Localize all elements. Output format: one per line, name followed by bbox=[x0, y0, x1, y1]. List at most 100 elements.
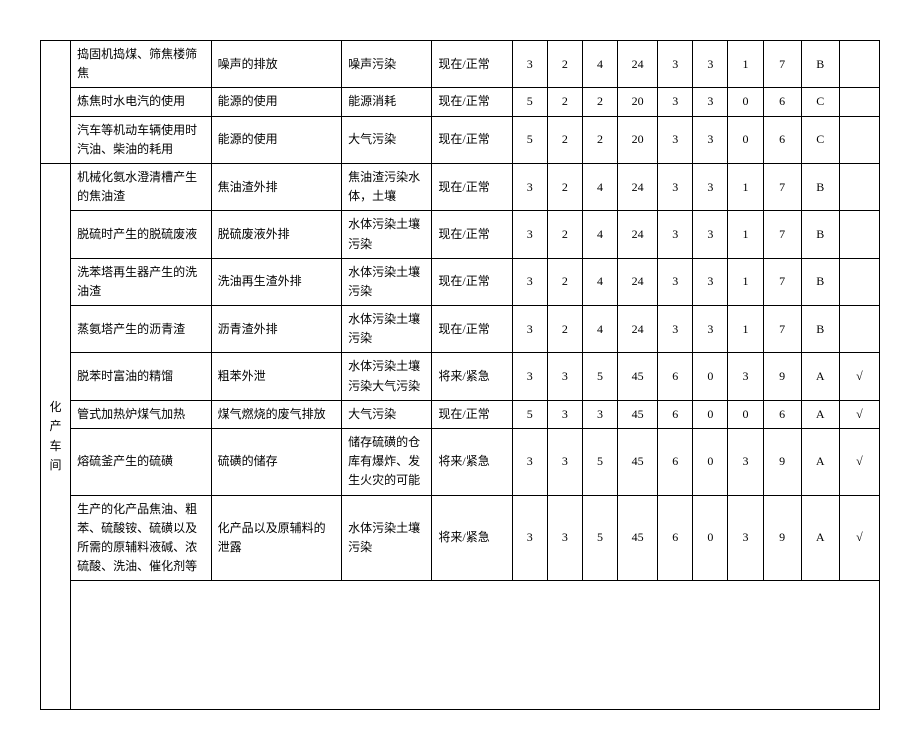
cell-value: 4 bbox=[582, 163, 617, 210]
cell-value: √ bbox=[839, 353, 879, 400]
cell-text: 现在/正常 bbox=[432, 88, 512, 116]
cell-value: 1 bbox=[728, 306, 763, 353]
cell-text: 脱苯时富油的精馏 bbox=[71, 353, 212, 400]
cell-text: 煤气燃烧的废气排放 bbox=[211, 400, 341, 428]
cell-value: 3 bbox=[693, 306, 728, 353]
cell-text: 现在/正常 bbox=[432, 400, 512, 428]
cell-value: 1 bbox=[728, 211, 763, 258]
cell-value: A bbox=[801, 495, 839, 581]
cell-value: 24 bbox=[618, 258, 658, 305]
cell-value: B bbox=[801, 258, 839, 305]
cell-value: 9 bbox=[763, 495, 801, 581]
cell-value: 3 bbox=[547, 353, 582, 400]
cell-value: 24 bbox=[618, 163, 658, 210]
cell-value: A bbox=[801, 400, 839, 428]
cell-value: 6 bbox=[658, 495, 693, 581]
cell-value: 3 bbox=[693, 163, 728, 210]
table-row: 炼焦时水电汽的使用能源的使用能源消耗现在/正常522203306C bbox=[41, 88, 880, 116]
table-row: 脱苯时富油的精馏粗苯外泄水体污染土壤污染大气污染将来/紧急335456039A√ bbox=[41, 353, 880, 400]
blank-row bbox=[41, 581, 880, 710]
cell-value: 3 bbox=[512, 258, 547, 305]
table-row: 化产车间机械化氨水澄清槽产生的焦油渣焦油渣外排焦油渣污染水体，土壤现在/正常32… bbox=[41, 163, 880, 210]
cell-text: 熔硫釜产生的硫磺 bbox=[71, 429, 212, 496]
cell-value: 6 bbox=[763, 400, 801, 428]
cell-text: 水体污染土壤污染 bbox=[342, 306, 432, 353]
cell-value: 1 bbox=[728, 163, 763, 210]
assessment-table: 捣固机捣煤、筛焦楼筛焦噪声的排放噪声污染现在/正常324243317B炼焦时水电… bbox=[40, 40, 880, 710]
cell-value: 3 bbox=[512, 163, 547, 210]
cell-value: 0 bbox=[693, 400, 728, 428]
cell-value: 7 bbox=[763, 258, 801, 305]
cell-value: 2 bbox=[547, 41, 582, 88]
cell-text: 洗油再生渣外排 bbox=[211, 258, 341, 305]
cell-value bbox=[839, 258, 879, 305]
cell-text: 粗苯外泄 bbox=[211, 353, 341, 400]
cell-value: 3 bbox=[512, 429, 547, 496]
cell-text: 储存硫磺的仓库有爆炸、发生火灾的可能 bbox=[342, 429, 432, 496]
cell-value: B bbox=[801, 211, 839, 258]
cell-text: 将来/紧急 bbox=[432, 353, 512, 400]
cell-text: 脱硫时产生的脱硫废液 bbox=[71, 211, 212, 258]
cell-value: 3 bbox=[658, 88, 693, 116]
cell-text: 能源的使用 bbox=[211, 88, 341, 116]
table-row: 洗苯塔再生器产生的洗油渣洗油再生渣外排水体污染土壤污染现在/正常32424331… bbox=[41, 258, 880, 305]
cell-value: 3 bbox=[693, 41, 728, 88]
cell-value: 3 bbox=[693, 88, 728, 116]
cell-value: 0 bbox=[693, 429, 728, 496]
cell-value: 7 bbox=[763, 41, 801, 88]
cell-value: 3 bbox=[547, 495, 582, 581]
cell-text: 脱硫废液外排 bbox=[211, 211, 341, 258]
cell-value: C bbox=[801, 116, 839, 163]
cell-text: 管式加热炉煤气加热 bbox=[71, 400, 212, 428]
cell-value: C bbox=[801, 88, 839, 116]
cell-text: 能源的使用 bbox=[211, 116, 341, 163]
cell-value: 0 bbox=[693, 353, 728, 400]
table-row: 蒸氨塔产生的沥青渣沥青渣外排水体污染土壤污染现在/正常324243317B bbox=[41, 306, 880, 353]
cell-text: 现在/正常 bbox=[432, 306, 512, 353]
group-label: 化产车间 bbox=[41, 163, 71, 709]
cell-text: 水体污染土壤污染大气污染 bbox=[342, 353, 432, 400]
cell-value: 24 bbox=[618, 306, 658, 353]
cell-text: 汽车等机动车辆使用时汽油、柴油的耗用 bbox=[71, 116, 212, 163]
cell-value: 3 bbox=[658, 116, 693, 163]
cell-value: 1 bbox=[728, 41, 763, 88]
cell-value bbox=[839, 116, 879, 163]
cell-value: 6 bbox=[658, 353, 693, 400]
cell-value: 2 bbox=[547, 88, 582, 116]
cell-text: 焦油渣外排 bbox=[211, 163, 341, 210]
table-row: 生产的化产品焦油、粗苯、硫酸铵、硫磺以及所需的原辅料液碱、浓硫酸、洗油、催化剂等… bbox=[41, 495, 880, 581]
cell-value: 24 bbox=[618, 41, 658, 88]
cell-text: 能源消耗 bbox=[342, 88, 432, 116]
cell-text: 现在/正常 bbox=[432, 211, 512, 258]
table-row: 管式加热炉煤气加热煤气燃烧的废气排放大气污染现在/正常533456006A√ bbox=[41, 400, 880, 428]
cell-text: 将来/紧急 bbox=[432, 495, 512, 581]
cell-value: 7 bbox=[763, 306, 801, 353]
cell-text: 生产的化产品焦油、粗苯、硫酸铵、硫磺以及所需的原辅料液碱、浓硫酸、洗油、催化剂等 bbox=[71, 495, 212, 581]
cell-value: 5 bbox=[512, 400, 547, 428]
cell-value: 3 bbox=[693, 258, 728, 305]
cell-text: 现在/正常 bbox=[432, 258, 512, 305]
cell-value: 45 bbox=[618, 353, 658, 400]
cell-text: 水体污染土壤污染 bbox=[342, 258, 432, 305]
cell-value bbox=[839, 41, 879, 88]
cell-value bbox=[839, 88, 879, 116]
cell-text: 洗苯塔再生器产生的洗油渣 bbox=[71, 258, 212, 305]
cell-value: 2 bbox=[582, 88, 617, 116]
table-row: 汽车等机动车辆使用时汽油、柴油的耗用能源的使用大气污染现在/正常52220330… bbox=[41, 116, 880, 163]
cell-value bbox=[839, 163, 879, 210]
cell-value: 45 bbox=[618, 400, 658, 428]
cell-value: 1 bbox=[728, 258, 763, 305]
table-row: 捣固机捣煤、筛焦楼筛焦噪声的排放噪声污染现在/正常324243317B bbox=[41, 41, 880, 88]
cell-value: 0 bbox=[693, 495, 728, 581]
cell-value: 2 bbox=[547, 258, 582, 305]
cell-value: 3 bbox=[512, 211, 547, 258]
cell-value: 3 bbox=[728, 353, 763, 400]
cell-value: 3 bbox=[728, 495, 763, 581]
cell-value: 3 bbox=[658, 163, 693, 210]
cell-value: 4 bbox=[582, 211, 617, 258]
cell-value: 3 bbox=[728, 429, 763, 496]
cell-value bbox=[839, 211, 879, 258]
cell-value: 7 bbox=[763, 163, 801, 210]
cell-value: 3 bbox=[547, 429, 582, 496]
cell-value: 2 bbox=[582, 116, 617, 163]
